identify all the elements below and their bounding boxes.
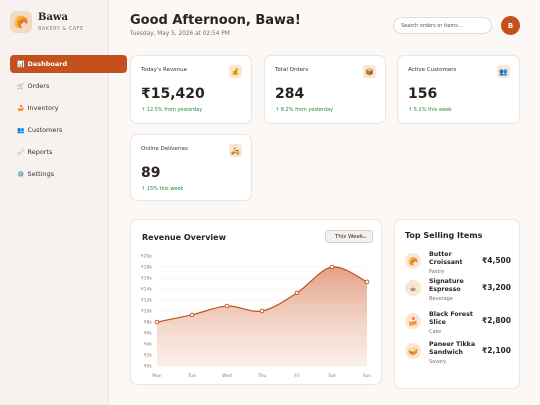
item-icon: 🍰 (405, 313, 421, 329)
stat-icon: 📦 (363, 65, 376, 78)
stat-label: Today's Revenue (141, 67, 187, 73)
stat-value: 284 (275, 86, 305, 102)
item-category: Pastry (429, 269, 445, 275)
stat-value: ₹15,420 (141, 86, 205, 102)
nav-item[interactable]: 🍰 Inventory (10, 99, 127, 117)
avatar[interactable]: B (501, 16, 520, 35)
stat-icon: 🛵 (229, 144, 242, 157)
revenue-card: Revenue Overview This Week ⌄ (130, 219, 382, 385)
item-name: Black Forest Slice (429, 311, 473, 326)
stat-card: Today's Revenue 💰 ₹15,420 ↑ 12.5% from yest… (130, 55, 252, 124)
nav-icon: ⚙️ (17, 170, 25, 178)
logo: 🥐 (10, 11, 32, 33)
item-row: 🥐 Butter Croissant Pastry ₹4,500 (405, 251, 511, 279)
greeting: Good Afternoon, Bawa! (130, 13, 301, 28)
stat-card: Active Customers 👥 156 ↑ 5.1% this week (397, 55, 520, 124)
item-icon: ☕ (405, 280, 421, 296)
nav-icon: 👥 (17, 126, 25, 134)
nav-label: Settings (27, 170, 55, 178)
item-text: Signature Espresso Beverage (429, 278, 485, 302)
item-row: 🥪 Paneer Tikka Sandwich Savory ₹2,100 (405, 341, 511, 369)
item-name: Signature Espresso (429, 278, 464, 293)
nav-item[interactable]: 📊 Dashboard (10, 55, 127, 73)
nav-label: Inventory (27, 104, 59, 112)
stat-label: Active Customers (408, 67, 457, 73)
stat-value: 156 (408, 86, 438, 102)
stat-label: Total Orders (275, 67, 309, 73)
nav-label: Dashboard (27, 60, 68, 68)
nav-item[interactable]: ⚙️ Settings (10, 165, 127, 183)
nav-label: Customers (27, 126, 63, 134)
item-row: ☕ Signature Espresso Beverage ₹3,200 (405, 278, 511, 306)
item-text: Paneer Tikka Sandwich Savory (429, 341, 485, 365)
item-category: Beverage (429, 296, 453, 302)
range-select[interactable]: This Week ⌄ (325, 230, 373, 243)
stat-card: Total Orders 📦 284 ↑ 8.2% from yesterday (264, 55, 386, 124)
item-name: Butter Croissant (429, 251, 463, 266)
brand-name: Bawa (38, 12, 69, 23)
stat-change: ↑ 8.2% from yesterday (275, 107, 334, 113)
nav-label: Reports (27, 148, 53, 156)
item-row: 🍰 Black Forest Slice Cake ₹2,800 (405, 311, 511, 339)
item-amount: ₹3,200 (482, 283, 511, 292)
nav-item[interactable]: 👥 Customers (10, 121, 127, 139)
item-category: Savory (429, 359, 447, 365)
item-amount: ₹4,500 (482, 256, 511, 265)
top-selling-title: Top Selling Items (405, 231, 483, 240)
brand-tagline: BAKERY & CAFE (38, 27, 84, 32)
stat-label: Online Deliveries (141, 146, 188, 152)
item-text: Black Forest Slice Cake (429, 311, 485, 335)
nav-icon: 🛒 (17, 82, 25, 90)
stat-value: 89 (141, 165, 161, 181)
stat-card: Online Deliveries 🛵 89 ↑ 15% this week (130, 134, 252, 201)
stat-icon: 👥 (497, 65, 510, 78)
nav-icon: 🍰 (17, 104, 25, 112)
date: Tuesday, May 5, 2026 at 02:54 PM (130, 31, 230, 37)
search-box[interactable]: Search orders or items... (393, 17, 492, 34)
nav-icon: 📊 (17, 60, 25, 68)
top-selling-card: Top Selling Items 🥐 Butter Croissant Pastr… (394, 219, 520, 389)
item-icon: 🥪 (405, 343, 421, 359)
chart-title: Revenue Overview (142, 233, 226, 242)
stat-icon: 💰 (229, 65, 242, 78)
item-amount: ₹2,800 (482, 316, 511, 325)
nav-label: Orders (27, 82, 50, 90)
nav-icon: 📈 (17, 148, 25, 156)
nav-item[interactable]: 📈 Reports (10, 143, 127, 161)
sidebar: 🥐 Bawa BAKERY & CAFE 📊 Dashboard 🛒 Orders 🍰 I… (0, 0, 127, 405)
item-icon: 🥐 (405, 253, 421, 269)
stat-change: ↑ 15% this week (141, 186, 184, 192)
item-name: Paneer Tikka Sandwich (429, 341, 476, 356)
item-text: Butter Croissant Pastry (429, 251, 485, 275)
dropdown-arrow: ⌄ (362, 234, 367, 240)
nav-item[interactable]: 🛒 Orders (10, 77, 127, 95)
item-amount: ₹2,100 (482, 346, 511, 355)
range-select-text: This Week (335, 234, 364, 240)
stat-change: ↑ 12.5% from yesterday (141, 107, 203, 113)
item-category: Cake (429, 329, 442, 335)
stat-change: ↑ 5.1% this week (408, 107, 452, 113)
